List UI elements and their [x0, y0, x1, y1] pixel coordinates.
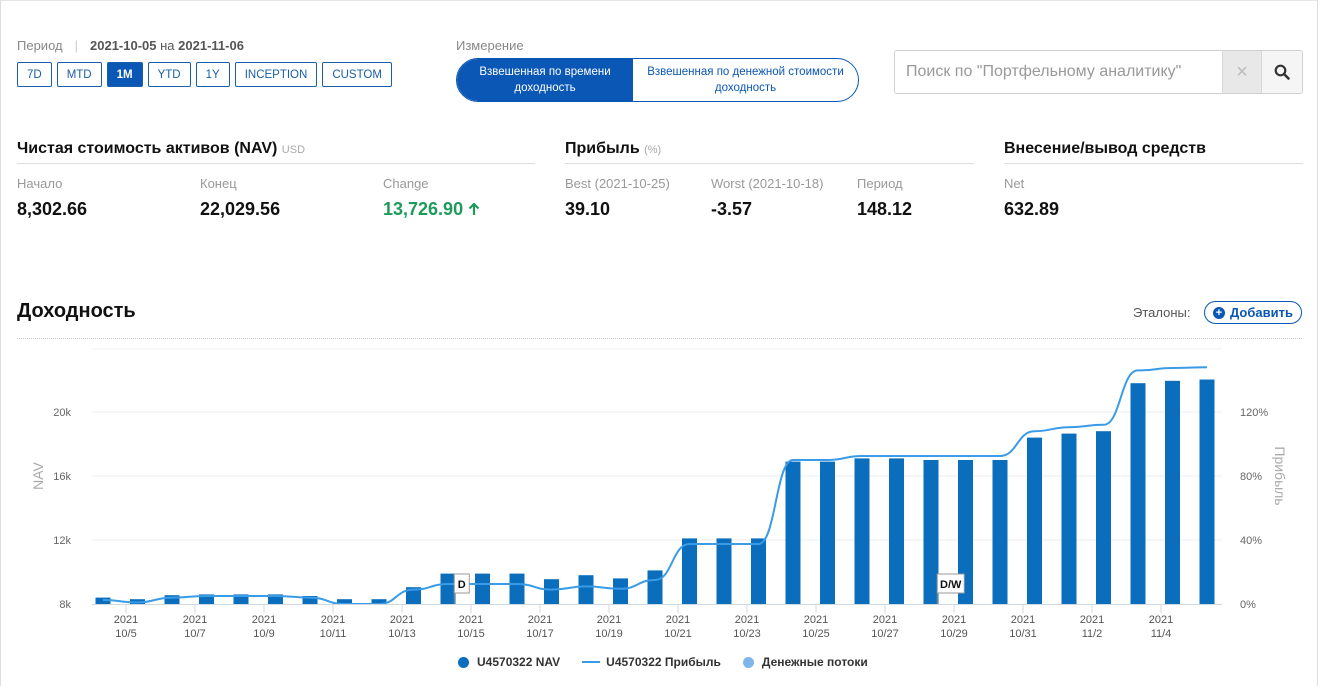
- profit-unit: (%): [644, 144, 662, 156]
- period-row: Период | 2021-10-05 на 2021-11-06: [17, 38, 244, 53]
- search-icon[interactable]: [1261, 51, 1302, 93]
- period-buttons: 7D MTD 1M YTD 1Y INCEPTION CUSTOM: [17, 62, 392, 87]
- plus-circle-icon: +: [1213, 306, 1226, 319]
- period-range: 2021-10-05 на 2021-11-06: [90, 38, 244, 53]
- change-value: 13,726.90: [383, 199, 464, 219]
- add-label: Добавить: [1230, 305, 1293, 320]
- nav-change: Change 13,726.90: [383, 176, 480, 220]
- nav-end: Конец 22,029.56: [200, 176, 281, 219]
- measurement-label: Измерение: [456, 38, 524, 53]
- range-joiner: на: [160, 38, 175, 53]
- benchmarks-label: Эталоны:: [1133, 305, 1191, 320]
- period-button-inception[interactable]: INCEPTION: [234, 62, 318, 87]
- add-benchmark-button[interactable]: + Добавить: [1204, 301, 1302, 324]
- flows-net: Net 632.89: [1004, 176, 1060, 219]
- nav-unit: USD: [281, 144, 306, 156]
- legend-cashflow[interactable]: Денежные потоки: [742, 655, 868, 669]
- divider: [17, 338, 1302, 339]
- legend-nav[interactable]: U4570322 NAV: [458, 655, 560, 669]
- nav-title: Чистая стоимость активов (NAV) USD: [17, 140, 535, 164]
- money-weighted-option[interactable]: Взвешенная по денежной стоимости доходно…: [647, 66, 844, 94]
- profit-title: Прибыль (%): [565, 140, 974, 164]
- flows-section: Внесение/вывод средств Net 632.89: [1004, 140, 1303, 220]
- legend-profit[interactable]: U4570322 Прибыль: [582, 655, 721, 669]
- period-button-ytd[interactable]: YTD: [147, 62, 191, 87]
- profit-best: Best (2021-10-25) 39.10: [565, 176, 670, 219]
- chart-legend: U4570322 NAV U4570322 Прибыль Денежные п…: [458, 655, 890, 669]
- period-button-mtd[interactable]: MTD: [56, 62, 102, 87]
- period-button-custom[interactable]: CUSTOM: [322, 62, 392, 87]
- measurement-toggle: Взвешенная по времени доходность Взвешен…: [456, 58, 859, 102]
- time-weighted-option[interactable]: Взвешенная по времени доходность: [457, 59, 633, 101]
- flows-title: Внесение/вывод средств: [1004, 140, 1303, 164]
- range-start: 2021-10-05: [90, 38, 157, 53]
- period-button-1y[interactable]: 1Y: [195, 62, 230, 87]
- period-label: Период: [17, 38, 63, 53]
- nav-start: Начало 8,302.66: [17, 176, 88, 219]
- arrow-up-icon: [468, 199, 480, 219]
- search-input[interactable]: [895, 51, 1222, 93]
- profit-section: Прибыль (%) Best (2021-10-25) 39.10 Worst…: [565, 140, 974, 220]
- nav-section: Чистая стоимость активов (NAV) USD Начал…: [17, 140, 535, 220]
- period-button-7d[interactable]: 7D: [17, 62, 52, 87]
- performance-title: Доходность: [17, 300, 136, 322]
- profit-worst: Worst (2021-10-18) -3.57: [711, 176, 824, 219]
- search-box: ×: [894, 50, 1303, 94]
- profit-period: Период 148.12: [857, 176, 913, 219]
- close-icon[interactable]: ×: [1222, 51, 1261, 93]
- period-button-1m[interactable]: 1M: [106, 62, 143, 87]
- range-end: 2021-11-06: [178, 38, 244, 53]
